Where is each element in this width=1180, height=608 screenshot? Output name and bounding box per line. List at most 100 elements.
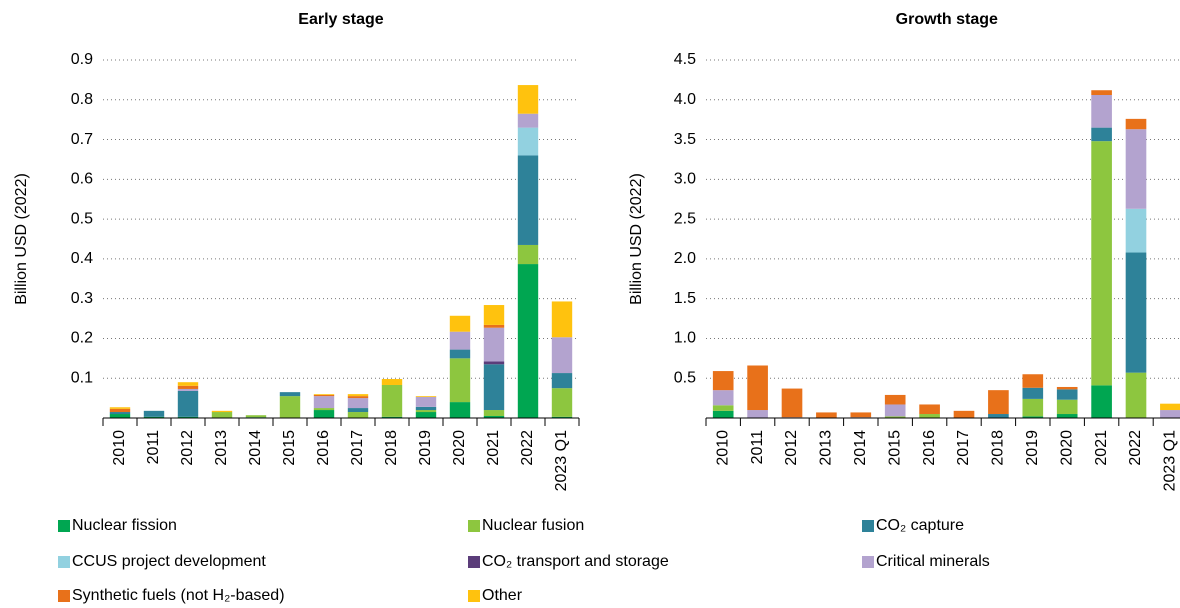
bar-segment [816,412,837,418]
y-tick-label: 1.0 [674,330,696,347]
bar-segment [1125,208,1147,253]
bar-segment [988,414,1009,418]
bar-segment [1160,410,1180,418]
y-tick-label: 0.3 [71,290,93,307]
bar-segment [1056,389,1078,400]
x-tick-label: 2011 [749,430,766,465]
bar-segment [483,324,505,328]
bar-segment [109,407,131,409]
y-axis-label: Billion USD (2022) [13,173,30,305]
bar-segment [347,408,369,413]
y-tick-label: 0.8 [71,91,93,108]
bar-segment [884,394,906,405]
chart-title: Early stage [298,11,383,28]
legend-label: Nuclear fusion [482,517,584,534]
x-tick-label: 2011 [145,430,162,465]
bar-segment [211,412,233,418]
bar-segment [347,398,369,409]
legend-label: CCUS project development [72,553,266,570]
bar-segment [517,155,539,245]
bar-segment [1125,252,1147,373]
x-tick-label: 2014 [852,430,869,466]
bar-segment [449,349,471,359]
x-tick-label: 2010 [714,430,731,466]
x-tick-label: 2021 [485,430,502,466]
bar-segment [313,410,335,418]
legend-label: Synthetic fuels (not H₂-based) [72,587,285,604]
bar-segment [1022,398,1044,417]
legend-label: Critical minerals [876,553,990,570]
bar-segment [177,385,199,389]
y-tick-label: 0.5 [71,210,93,227]
bar-segment [1160,403,1180,411]
y-axis-label: Billion USD (2022) [628,173,645,305]
x-tick-label: 2014 [247,430,264,466]
bar-segment [1022,374,1044,388]
y-tick-label: 2.5 [674,210,696,227]
bar-segment [313,396,335,409]
x-tick-label: 2019 [417,430,434,466]
bar-segment [1125,129,1147,209]
bar-segment [347,396,369,399]
y-tick-label: 4.5 [674,51,696,68]
y-tick-label: 4.0 [674,91,696,108]
bar-segment [381,379,403,385]
bar-segment [109,414,131,418]
bar-segment [483,361,505,365]
bar-segment [551,301,573,338]
bar-segment [919,404,940,415]
bar-segment [884,416,906,418]
bar-segment [177,388,199,391]
x-tick-label: 2010 [111,430,128,466]
legend-swatch [58,520,70,532]
bar-segment [313,408,335,411]
y-tick-label: 3.5 [674,131,696,148]
bar-segment [1022,416,1044,418]
bar-segment [1056,386,1078,390]
chart-title: Growth stage [896,11,998,28]
legend-swatch [58,556,70,568]
bar-segment [415,406,437,411]
bar-segment [551,337,573,374]
bar-segment [449,315,471,332]
x-tick-label: 2023 Q1 [553,430,570,491]
bar-segment [517,244,539,265]
y-tick-label: 1.5 [674,290,696,307]
x-tick-label: 2022 [1127,430,1144,466]
bar-segment [919,414,940,418]
bar-segment [279,396,301,418]
bar-segment [483,364,505,411]
bar-segment [1056,414,1078,418]
bar-segment [781,388,803,418]
bar-segment [747,410,768,418]
bar-segment [245,415,267,418]
bar-segment [143,416,165,418]
bar-segment [747,365,768,411]
bar-segment [517,113,539,128]
bar-segment [279,392,301,397]
legend-swatch [468,590,480,602]
y-tick-label: 0.2 [71,330,93,347]
legend-label: Nuclear fission [72,517,177,534]
bar-segment [449,402,471,418]
x-tick-label: 2019 [1024,430,1041,466]
y-tick-label: 0.6 [71,171,93,188]
x-tick-label: 2015 [281,430,298,466]
bar-segment [1022,387,1044,399]
bar-segment [1091,141,1112,386]
bar-segment [449,331,471,350]
bar-segment [551,416,573,418]
bar-segment [483,410,505,417]
x-tick-label: 2018 [990,430,1007,466]
bar-segment [1091,95,1112,128]
x-tick-label: 2021 [1093,430,1110,466]
bar-segment [1125,372,1147,418]
bar-segment [850,412,872,418]
bar-segment [177,416,199,418]
bar-segment [1056,399,1078,415]
x-tick-label: 2020 [1058,430,1075,466]
bar-segment [415,396,437,407]
y-tick-label: 3.0 [674,171,696,188]
bar-segment [109,408,131,413]
